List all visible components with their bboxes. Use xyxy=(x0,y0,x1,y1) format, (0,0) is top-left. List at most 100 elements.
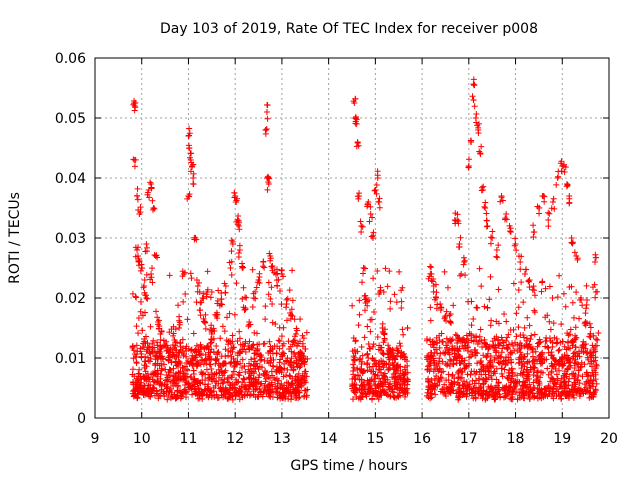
data-point xyxy=(359,390,366,397)
data-point xyxy=(558,158,565,165)
data-point xyxy=(257,381,264,388)
data-point xyxy=(566,395,573,402)
data-point xyxy=(517,370,524,377)
data-point xyxy=(534,340,541,347)
data-point xyxy=(352,118,359,125)
x-tick-label: 15 xyxy=(366,431,384,447)
data-point xyxy=(218,295,225,302)
data-point xyxy=(287,359,294,366)
data-point xyxy=(152,356,159,363)
data-point xyxy=(446,387,453,394)
data-point xyxy=(213,391,220,398)
data-point xyxy=(258,380,265,387)
data-point xyxy=(464,344,471,351)
data-point xyxy=(475,120,482,127)
data-point xyxy=(262,303,269,310)
data-point xyxy=(460,261,467,268)
data-point xyxy=(517,332,524,339)
data-point xyxy=(143,248,150,255)
data-point xyxy=(179,376,186,383)
data-point xyxy=(505,331,512,338)
data-point xyxy=(176,358,183,365)
data-point xyxy=(236,335,243,342)
data-point xyxy=(508,366,515,373)
data-point xyxy=(252,288,259,295)
data-point xyxy=(297,349,304,356)
data-point xyxy=(134,185,141,192)
data-point xyxy=(300,335,307,342)
data-point xyxy=(229,396,236,403)
data-point xyxy=(176,325,183,331)
data-point xyxy=(563,346,570,353)
data-point xyxy=(541,385,548,392)
data-point xyxy=(288,396,295,403)
data-point xyxy=(401,382,408,389)
data-point xyxy=(273,266,280,273)
data-point xyxy=(449,380,456,387)
data-point xyxy=(542,314,549,321)
data-point xyxy=(139,388,146,395)
data-point xyxy=(352,349,359,356)
data-point xyxy=(359,370,366,377)
data-point xyxy=(425,386,432,393)
data-point xyxy=(364,298,371,305)
data-point xyxy=(187,270,194,277)
data-point xyxy=(424,356,431,363)
data-point xyxy=(265,181,272,187)
data-point xyxy=(555,360,562,367)
data-point xyxy=(147,179,154,186)
data-point xyxy=(249,342,256,349)
data-point xyxy=(203,360,210,367)
data-point xyxy=(164,396,171,403)
data-point xyxy=(478,384,485,391)
data-point xyxy=(480,387,487,394)
data-point xyxy=(285,380,292,387)
data-point xyxy=(273,277,280,284)
data-point xyxy=(358,377,365,384)
data-point xyxy=(570,350,577,357)
data-point xyxy=(387,380,394,387)
data-point xyxy=(359,352,366,359)
data-point xyxy=(455,351,462,358)
data-point xyxy=(350,98,357,105)
data-point xyxy=(239,356,246,363)
data-point xyxy=(195,359,202,366)
data-point xyxy=(380,339,387,346)
data-point xyxy=(207,387,214,394)
data-point xyxy=(542,343,549,350)
y-tick-label: 0 xyxy=(77,411,86,427)
data-point xyxy=(399,326,406,333)
data-point xyxy=(145,382,152,389)
data-point xyxy=(208,336,215,343)
data-point xyxy=(267,394,274,401)
data-point xyxy=(543,334,550,341)
data-point xyxy=(368,396,375,403)
data-point xyxy=(165,350,172,357)
data-point xyxy=(357,393,364,400)
data-point xyxy=(587,372,594,379)
x-tick-label: 20 xyxy=(600,431,618,447)
data-point xyxy=(356,386,363,393)
data-point xyxy=(529,353,536,360)
data-point xyxy=(141,283,148,289)
data-point xyxy=(180,365,187,372)
data-point xyxy=(505,341,512,348)
data-point xyxy=(167,345,174,352)
data-point xyxy=(216,369,223,376)
data-point xyxy=(243,294,250,301)
data-point xyxy=(583,350,590,357)
data-point xyxy=(536,210,543,217)
data-point xyxy=(582,319,589,326)
data-point xyxy=(285,390,292,397)
data-point xyxy=(130,347,137,354)
data-point xyxy=(513,333,520,340)
data-point xyxy=(544,365,551,372)
data-point xyxy=(534,395,541,402)
data-point xyxy=(351,346,358,353)
data-point xyxy=(152,370,159,377)
data-point xyxy=(170,332,177,339)
data-point xyxy=(495,386,502,393)
data-point xyxy=(482,396,489,403)
data-point xyxy=(471,103,478,110)
